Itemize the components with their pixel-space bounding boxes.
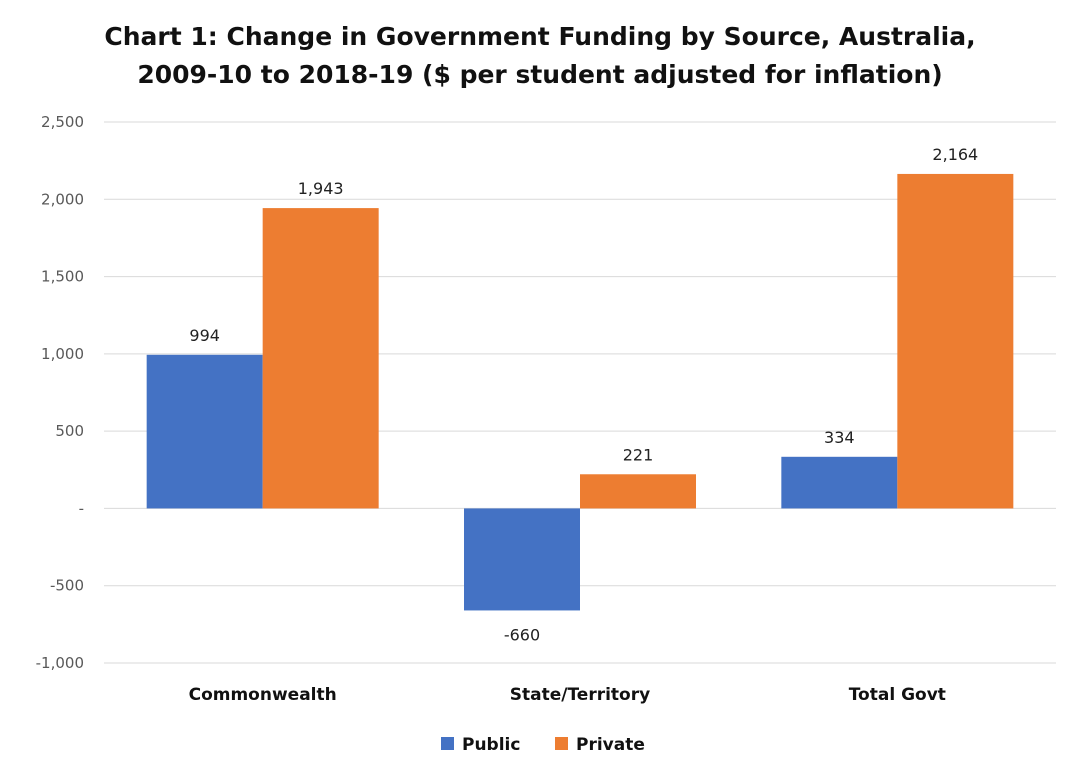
chart-title-line-2: 2009-10 to 2018-19 ($ per student adjust…: [137, 60, 943, 89]
y-tick-label: -: [79, 499, 84, 517]
y-tick-label: 2,000: [41, 190, 84, 208]
bar-public-2: [781, 456, 898, 509]
category-label: State/Territory: [510, 685, 650, 705]
category-label: Commonwealth: [189, 685, 337, 705]
y-tick-label: 1,000: [41, 345, 84, 363]
data-labels: 994 1,943 -660 221 334 2,164: [189, 145, 978, 645]
data-label-private-0: 1,943: [298, 179, 344, 198]
bar-private-2: [897, 173, 1014, 509]
legend: Public Private: [441, 735, 645, 755]
y-tick-label: 2,500: [41, 113, 84, 131]
data-label-private-1: 221: [623, 445, 654, 464]
legend-label-private: Private: [576, 735, 645, 755]
chart-title-line-1: Chart 1: Change in Government Funding by…: [104, 22, 976, 51]
data-label-private-2: 2,164: [932, 145, 978, 164]
y-tick-label: -500: [50, 577, 84, 595]
data-label-public-1: -660: [504, 625, 540, 644]
chart-title: Chart 1: Change in Government Funding by…: [0, 18, 1080, 94]
bar-public-1: [464, 508, 580, 611]
y-tick-label: 500: [55, 422, 84, 440]
y-axis-ticks: 2,500 2,000 1,500 1,000 500 - -500 -1,000: [36, 113, 84, 672]
y-tick-label: 1,500: [41, 268, 84, 286]
bar-public-0: [146, 354, 263, 509]
legend-swatch-private: [555, 737, 568, 750]
category-label: Total Govt: [849, 685, 946, 705]
bar-private-1: [580, 474, 696, 509]
legend-swatch-public: [441, 737, 454, 750]
bar-private-0: [262, 208, 379, 509]
data-label-public-2: 334: [824, 428, 855, 447]
y-tick-label: -1,000: [36, 654, 84, 672]
x-axis-categories: Commonwealth State/Territory Total Govt: [189, 685, 946, 705]
legend-label-public: Public: [462, 735, 520, 755]
data-label-public-0: 994: [189, 326, 220, 345]
bars: [146, 173, 1014, 611]
